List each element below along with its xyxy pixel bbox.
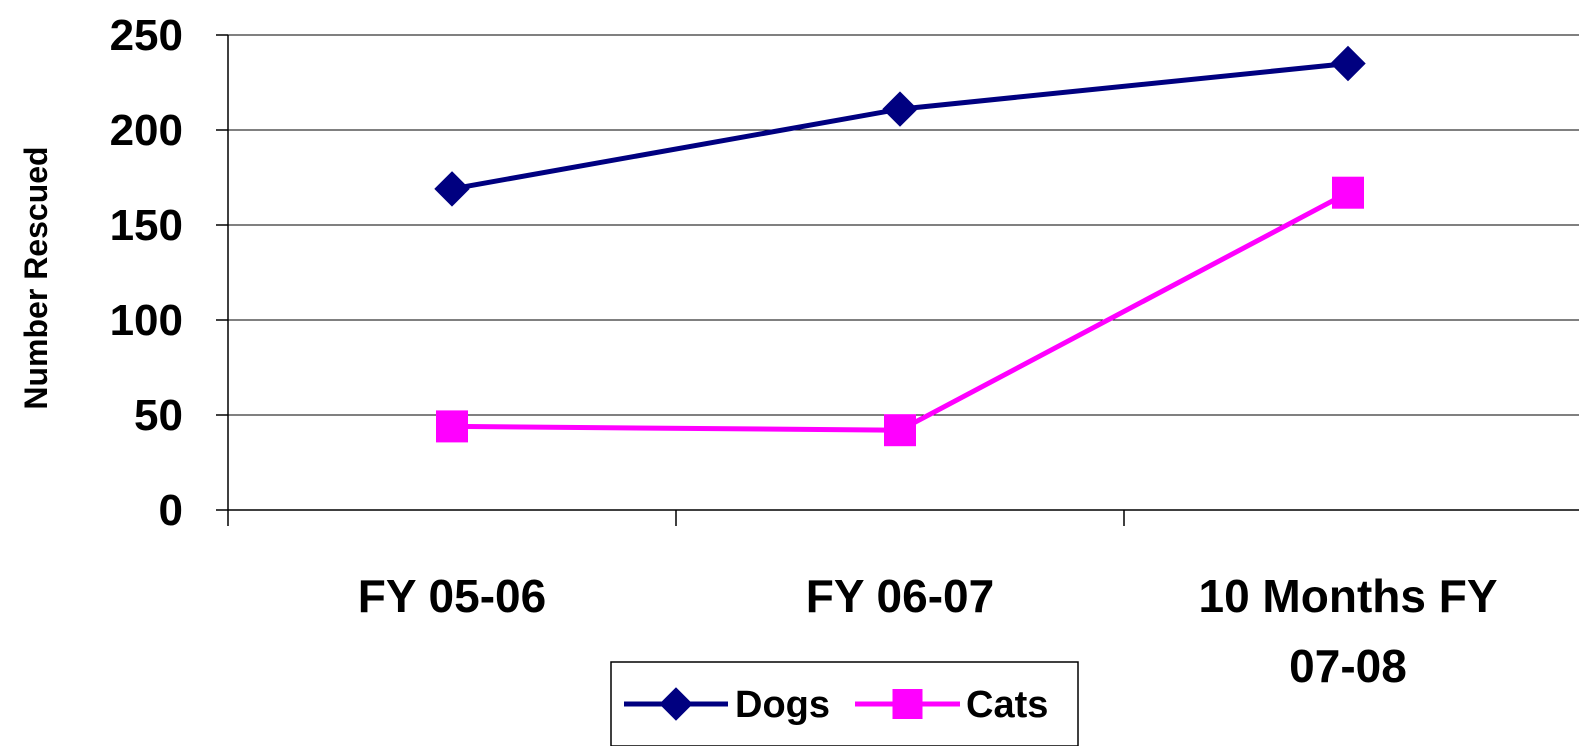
x-tick-label: 07-08 [1289,640,1407,692]
y-axis-title: Number Rescued [18,146,54,409]
series-layer [434,45,1366,447]
legend-marker [892,689,923,719]
data-point [882,91,918,127]
y-tick-label: 250 [110,11,183,60]
data-point [434,171,470,207]
x-axis-tick-labels: FY 05-06 FY 06-07 10 Months FY 07-08 [358,570,1498,692]
series-cats [436,176,1364,447]
x-tick-label: FY 05-06 [358,570,546,622]
series-dogs [434,45,1366,207]
y-axis-tick-labels: 0 50 100 150 200 250 [110,11,183,535]
legend-label: Cats [966,684,1048,726]
y-tick-label: 0 [159,486,183,535]
legend-marker [659,687,693,721]
gridlines [228,34,1579,416]
series-line [451,190,1350,433]
data-point [884,414,916,447]
data-point [1330,45,1366,82]
legend-entry-dogs: Dogs [624,684,830,726]
data-point [436,410,468,443]
data-point [1332,176,1364,209]
y-tick-label: 50 [134,391,183,440]
y-tick-label: 100 [110,296,183,345]
x-tick-label: FY 06-07 [806,570,994,622]
axes [216,34,1579,526]
legend: Dogs Cats [610,661,1079,746]
legend-entry-cats: Cats [855,684,1048,726]
x-tick-label: 10 Months FY [1198,570,1497,622]
legend-label: Dogs [735,684,830,726]
y-tick-label: 200 [110,106,183,155]
y-tick-label: 150 [110,201,183,250]
